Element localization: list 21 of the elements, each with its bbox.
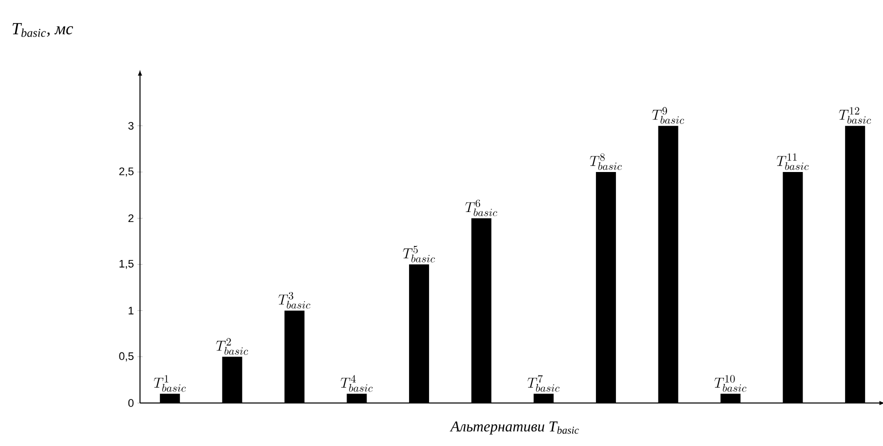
x-tick-label: $T^{4}_{basic}$ bbox=[340, 375, 373, 392]
y-tick-label: 3 bbox=[128, 122, 134, 130]
x-tick-label: $T^{3}_{basic}$ bbox=[278, 292, 310, 309]
x-tick-label: $T^{11}_{basic}$ bbox=[776, 153, 809, 170]
x-tick-label: $T^{2}_{basic}$ bbox=[216, 338, 248, 355]
y-tick-label: 1 bbox=[128, 306, 134, 314]
x-tick-label: $T^{8}_{basic}$ bbox=[590, 153, 622, 170]
x-tick-label: $T^{7}_{basic}$ bbox=[528, 375, 560, 392]
x-tick-label: $T^{12}_{basic}$ bbox=[839, 107, 871, 124]
x-tick-label: $T^{10}_{basic}$ bbox=[714, 375, 746, 392]
x-tick-label: $T^{5}_{basic}$ bbox=[403, 246, 435, 262]
x-tick-label: $T^{6}_{basic}$ bbox=[465, 200, 498, 216]
y-tick-label: 0,5 bbox=[119, 352, 134, 362]
y-tick-label: 2 bbox=[128, 214, 134, 222]
x-tick-label: $T^{9}_{basic}$ bbox=[652, 107, 684, 124]
x-axis-title: Альтернативи T$_{basic}$ bbox=[450, 421, 579, 435]
y-tick-label: 0 bbox=[128, 399, 134, 407]
y-tick-label: 2,5 bbox=[119, 167, 134, 177]
y-tick-label: 1,5 bbox=[120, 260, 134, 269]
y-axis-title: T$_{basic}$, мс bbox=[12, 23, 74, 37]
x-tick-label: $T^{1}_{basic}$ bbox=[154, 375, 186, 392]
